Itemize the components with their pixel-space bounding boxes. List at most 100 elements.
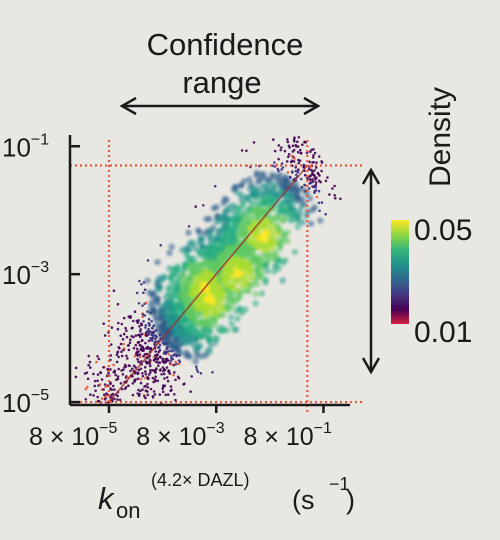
scatter-point bbox=[293, 157, 296, 160]
scatter-point bbox=[326, 176, 329, 179]
scatter-point bbox=[152, 324, 155, 328]
scatter-point bbox=[211, 334, 219, 342]
scatter-point bbox=[231, 277, 238, 284]
scatter-point bbox=[142, 320, 145, 323]
scatter-point bbox=[193, 275, 200, 283]
scatter-point bbox=[144, 384, 148, 388]
scatter-point bbox=[129, 338, 132, 342]
scatter-point bbox=[220, 276, 228, 284]
scatter-point bbox=[262, 279, 269, 286]
scatter-point bbox=[256, 260, 263, 267]
scatter-point bbox=[135, 291, 139, 295]
scatter-point bbox=[161, 390, 165, 394]
scatter-point bbox=[154, 350, 157, 353]
scatter-point bbox=[149, 371, 152, 374]
scatter-point bbox=[144, 370, 147, 373]
scatter-point bbox=[158, 348, 162, 352]
scatter-point bbox=[187, 325, 195, 332]
scatter-point bbox=[111, 392, 115, 396]
scatter-point bbox=[272, 262, 280, 269]
scatter-point bbox=[131, 382, 135, 385]
scatter-point bbox=[165, 366, 169, 369]
scatter-point bbox=[308, 178, 312, 181]
scatter-point bbox=[334, 196, 337, 200]
scatter-point bbox=[215, 228, 222, 235]
scatter-point bbox=[125, 354, 128, 358]
scatter-point bbox=[105, 374, 109, 378]
scatter-point bbox=[139, 322, 143, 326]
scatter-point bbox=[117, 367, 120, 371]
scatter-point bbox=[152, 390, 156, 393]
scatter-point bbox=[85, 385, 89, 389]
colorbar-rect bbox=[391, 220, 409, 324]
scatter-point bbox=[113, 371, 116, 374]
scatter-point bbox=[262, 236, 270, 244]
scatter-point bbox=[191, 283, 198, 290]
scatter-point bbox=[96, 373, 100, 376]
scatter-point bbox=[155, 367, 158, 370]
scatter-point bbox=[120, 350, 123, 354]
scatter-point bbox=[96, 395, 99, 399]
scatter-point bbox=[309, 150, 312, 154]
scatter-point bbox=[173, 371, 176, 374]
scatter-point bbox=[127, 384, 130, 388]
scatter-point bbox=[141, 332, 144, 336]
scatter-point bbox=[324, 212, 328, 216]
scatter-point bbox=[163, 351, 167, 355]
scatter-point bbox=[296, 170, 300, 174]
x-label-unit-close: ) bbox=[346, 485, 355, 515]
scatter-point bbox=[150, 320, 153, 323]
scatter-point bbox=[259, 183, 267, 190]
scatter-point bbox=[317, 189, 321, 193]
confidence-range-horizontal-arrow bbox=[119, 96, 321, 116]
scatter-point bbox=[137, 333, 140, 337]
scatter-point bbox=[149, 368, 152, 372]
scatter-point bbox=[287, 204, 295, 211]
scatter-point bbox=[121, 338, 125, 341]
scatter-point bbox=[116, 394, 119, 398]
scatter-point bbox=[150, 339, 154, 342]
scatter-point bbox=[168, 280, 176, 287]
scatter-point bbox=[279, 217, 286, 225]
scatter-point bbox=[215, 282, 222, 289]
scatter-point bbox=[311, 170, 314, 173]
scatter-point bbox=[171, 349, 174, 353]
scatter-point bbox=[277, 157, 280, 161]
scatter-point bbox=[170, 363, 173, 366]
scatter-point bbox=[219, 251, 226, 258]
scatter-point bbox=[252, 290, 259, 298]
scatter-point bbox=[279, 148, 283, 152]
scatter-point bbox=[109, 354, 113, 357]
scatter-point bbox=[145, 360, 148, 364]
scatter-point bbox=[182, 383, 185, 386]
scatter-point bbox=[286, 171, 290, 174]
scatter-point bbox=[301, 143, 304, 146]
scatter-point bbox=[121, 373, 125, 376]
scatter-point bbox=[172, 363, 176, 367]
scatter-point bbox=[103, 393, 106, 397]
scatter-point bbox=[157, 315, 164, 323]
scatter-point bbox=[131, 367, 134, 371]
scatter-point bbox=[88, 360, 92, 364]
scatter-point bbox=[162, 384, 165, 387]
scatter-point bbox=[156, 274, 163, 282]
scatter-point bbox=[158, 361, 162, 365]
scatter-point bbox=[151, 395, 155, 398]
scatter-point bbox=[270, 186, 277, 193]
scatter-point bbox=[247, 181, 255, 188]
scatter-point bbox=[165, 376, 169, 379]
scatter-point bbox=[285, 160, 289, 163]
scatter-point bbox=[249, 246, 256, 253]
scatter-point bbox=[149, 311, 152, 315]
scatter-point bbox=[316, 171, 320, 175]
scatter-point bbox=[126, 357, 129, 360]
scatter-point bbox=[297, 158, 300, 162]
scatter-point bbox=[307, 220, 315, 227]
confidence-guides bbox=[70, 140, 362, 413]
scatter-point bbox=[155, 360, 158, 364]
scatter-point bbox=[237, 182, 245, 189]
scatter-point bbox=[269, 245, 277, 252]
scatter-point bbox=[93, 384, 97, 388]
scatter-point bbox=[281, 198, 289, 205]
scatter-point bbox=[242, 257, 249, 264]
